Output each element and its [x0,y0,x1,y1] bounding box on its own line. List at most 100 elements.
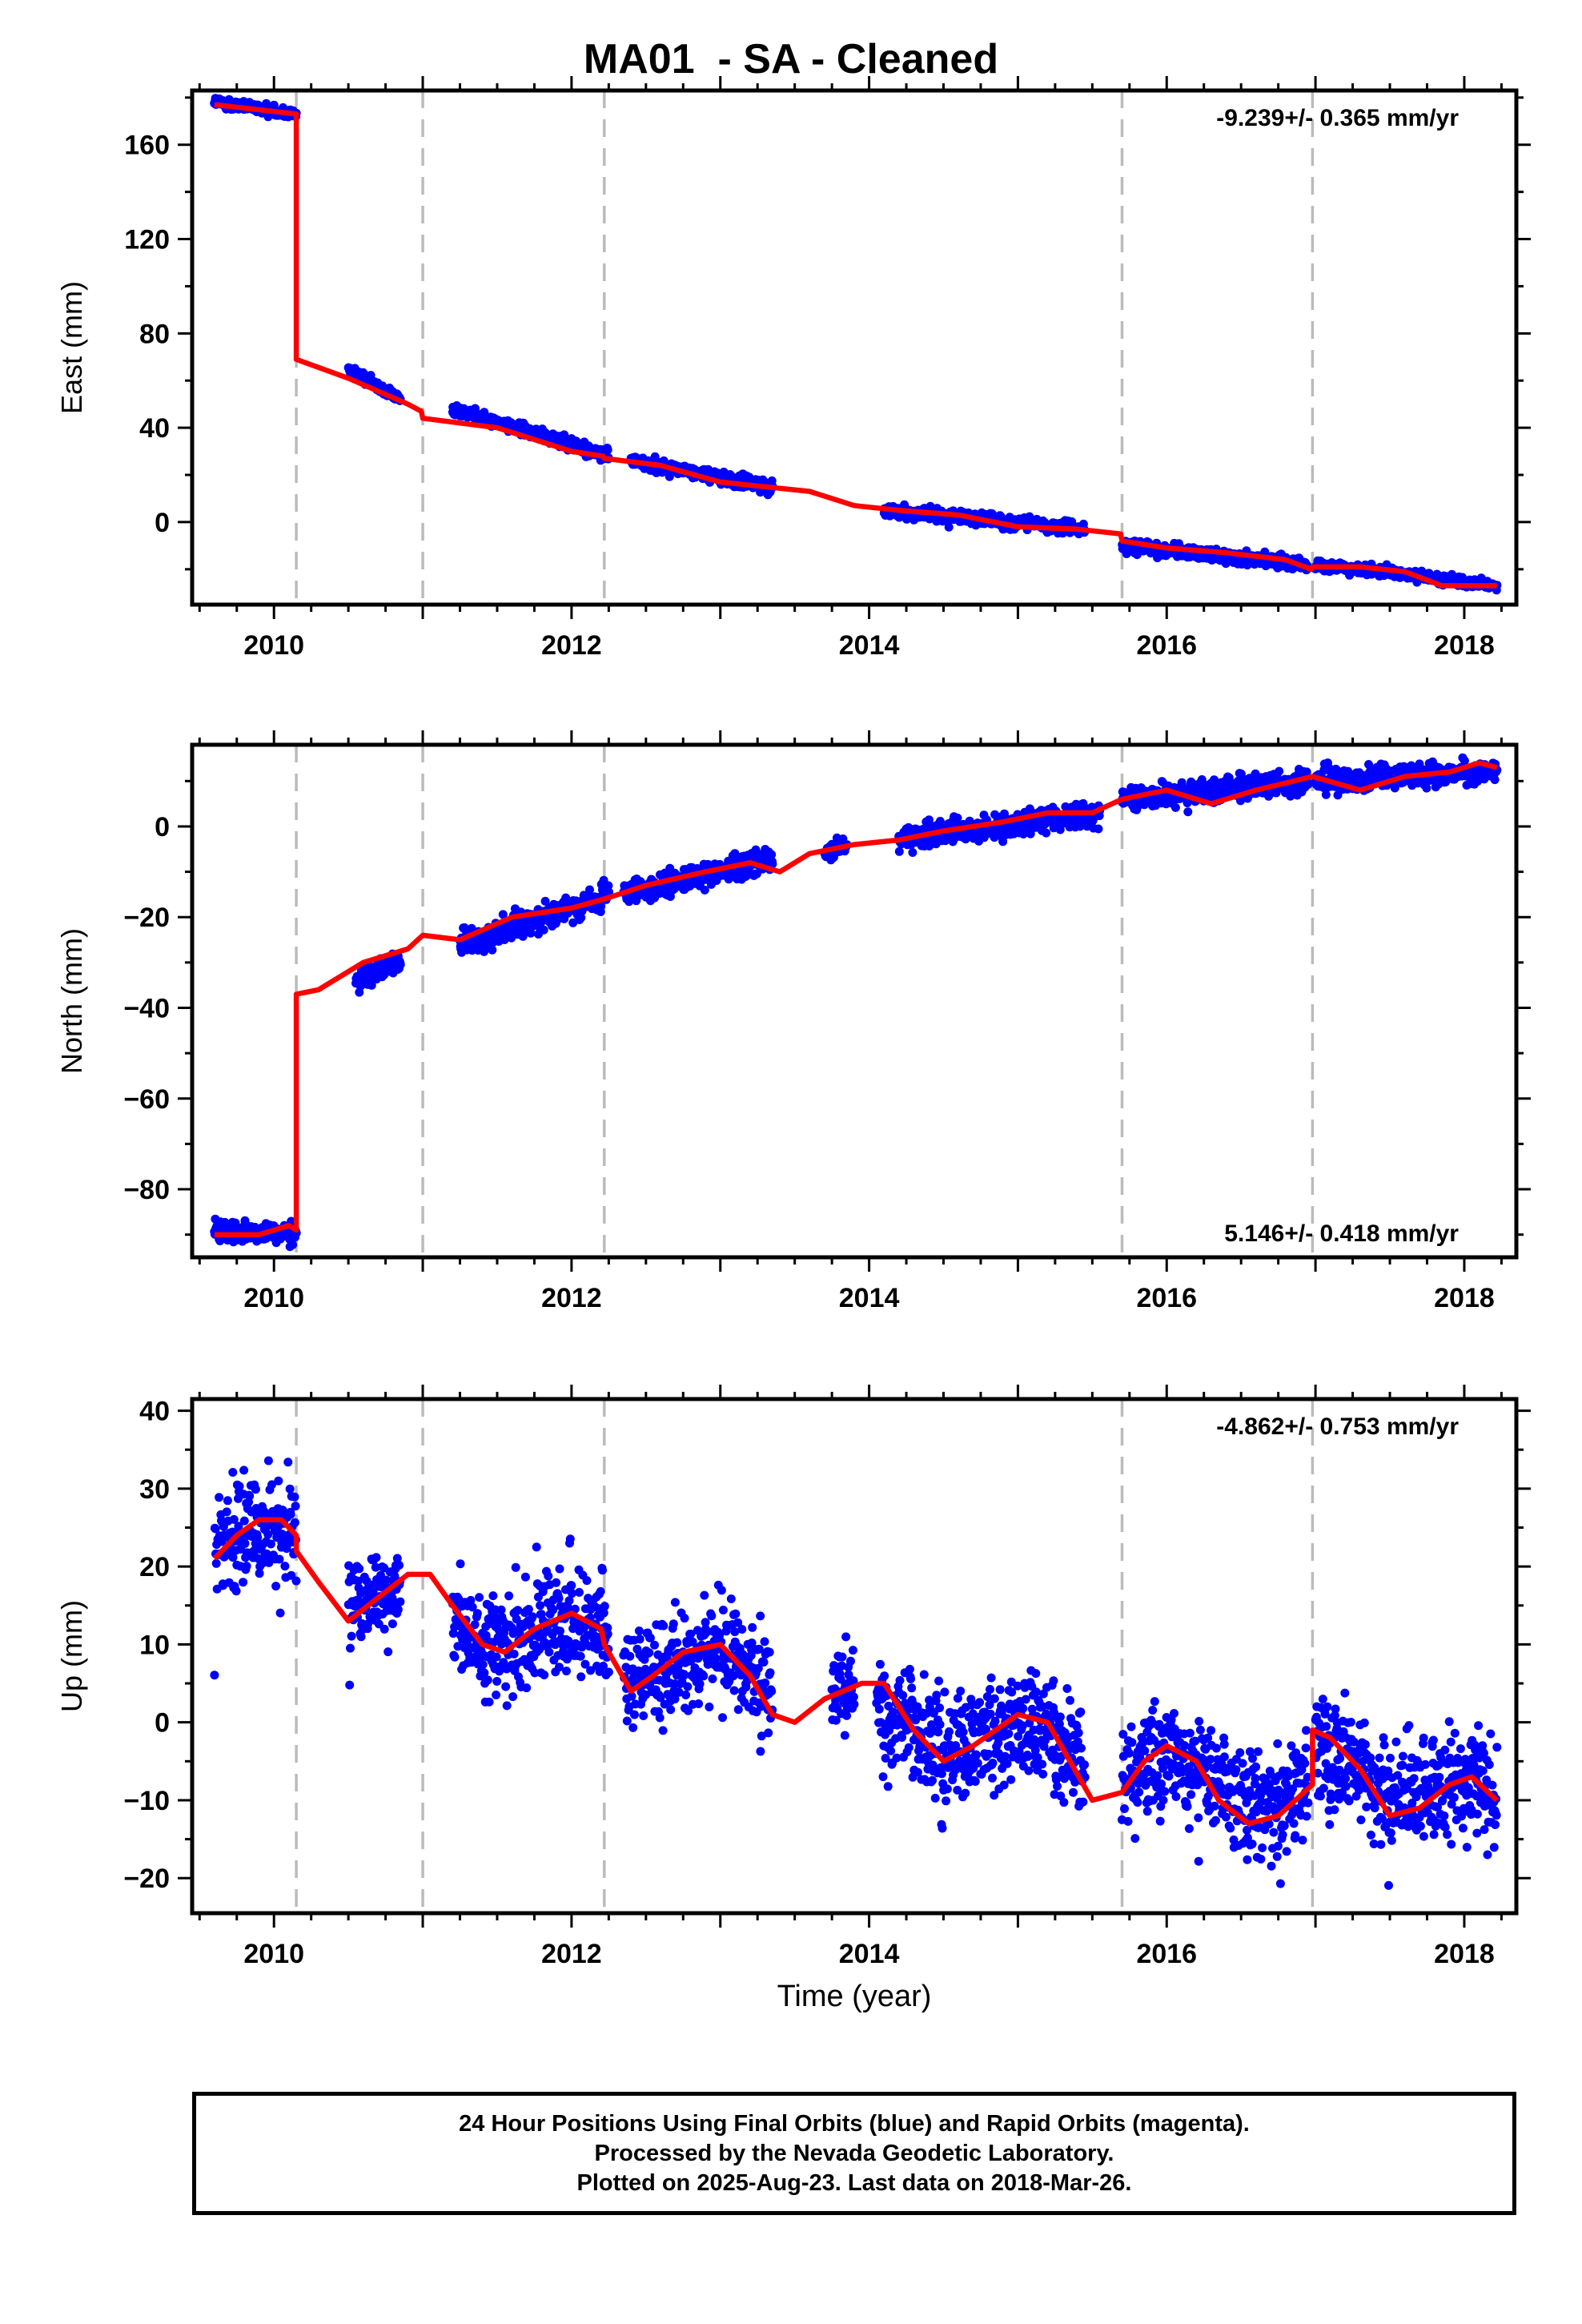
data-point [266,1539,275,1549]
rate-annotation: -9.239+/- 0.365 mm/yr [1216,105,1459,131]
data-point [271,1582,281,1591]
model-fit-line [214,102,1497,589]
data-points-up [210,1456,1502,1890]
x-tick-label: 2010 [243,1283,304,1313]
y-axis-label: East (mm) [55,281,88,414]
y-tick-label: 80 [139,319,170,349]
data-point [450,1652,460,1662]
data-point [222,1507,231,1517]
data-point [275,1554,284,1564]
data-point [356,1632,366,1642]
data-point [488,945,497,955]
data-point [356,1589,366,1598]
data-point [396,960,405,969]
data-point [285,1484,295,1494]
axes-frame [190,88,1519,607]
data-point [253,1533,263,1542]
data-point [245,1491,255,1501]
data-point [346,1643,355,1653]
y-tick-label: −80 [123,1175,170,1205]
data-point [585,885,594,895]
rate-annotation: 5.146+/- 0.418 mm/yr [1224,1220,1459,1247]
axes-frame [190,742,1519,1260]
x-tick-label: 2018 [1434,630,1495,661]
data-point [290,1492,299,1502]
data-point [767,850,777,859]
y-tick-label: 120 [124,225,170,255]
data-point [288,1240,298,1249]
data-point [371,1562,380,1572]
data-point [290,1518,299,1527]
data-point [355,1564,364,1574]
data-point [353,1595,363,1605]
data-point [387,1619,397,1629]
data-point [1303,780,1313,789]
data-point [1042,828,1051,838]
data-point [603,445,612,455]
data-point [1321,790,1331,799]
data-point [894,846,904,856]
y-tick-label: −20 [123,903,170,933]
data-point [239,1516,249,1526]
data-point [215,1493,224,1502]
data-point [395,1561,404,1570]
data-point [263,1456,273,1466]
data-point [251,1485,260,1494]
data-point [366,1580,375,1590]
x-tick-label: 2012 [541,630,602,661]
data-points-north [210,753,1502,1252]
data-point [700,885,709,895]
data-point [998,837,1008,846]
data-point [480,947,489,956]
data-point [263,1530,273,1539]
data-point [382,1575,391,1585]
x-tick-label: 2014 [839,1283,900,1313]
data-point [239,1466,249,1475]
data-point [1302,767,1311,777]
data-point [274,1476,283,1486]
data-point [471,404,480,413]
y-axis-label: North (mm) [55,928,88,1074]
data-point [371,1553,381,1562]
data-point [1170,802,1180,812]
data-point [539,925,548,935]
x-tick-label: 2010 [243,630,304,661]
data-point [231,1586,241,1596]
data-point [518,931,528,941]
y-tick-label: −40 [123,993,170,1023]
data-point [935,817,945,826]
data-point [229,1514,239,1524]
data-point [235,1482,244,1491]
data-point [1183,807,1193,817]
data-point [500,935,509,944]
data-point [526,928,536,938]
data-point [267,1480,276,1490]
data-point [379,1624,389,1634]
data-point [568,918,578,927]
data-point [223,1496,232,1506]
data-point [1333,790,1343,800]
data-point [396,1597,405,1606]
data-point [280,1562,290,1571]
data-point [498,910,508,919]
data-point [228,1553,238,1562]
data-point [390,1571,400,1581]
data-point [596,902,606,911]
data-point [1422,783,1431,793]
y-tick-label: 0 [155,812,170,842]
data-point [255,1569,264,1578]
data-point [239,1578,248,1587]
data-point [286,1510,295,1519]
data-point [275,1608,285,1618]
data-point [576,913,586,923]
data-point [944,522,954,532]
data-point [540,896,550,906]
data-points-east [210,94,1502,595]
data-point [234,1522,243,1531]
data-point [1236,769,1246,778]
data-point [242,1562,251,1571]
y-tick-label: −60 [123,1084,170,1115]
